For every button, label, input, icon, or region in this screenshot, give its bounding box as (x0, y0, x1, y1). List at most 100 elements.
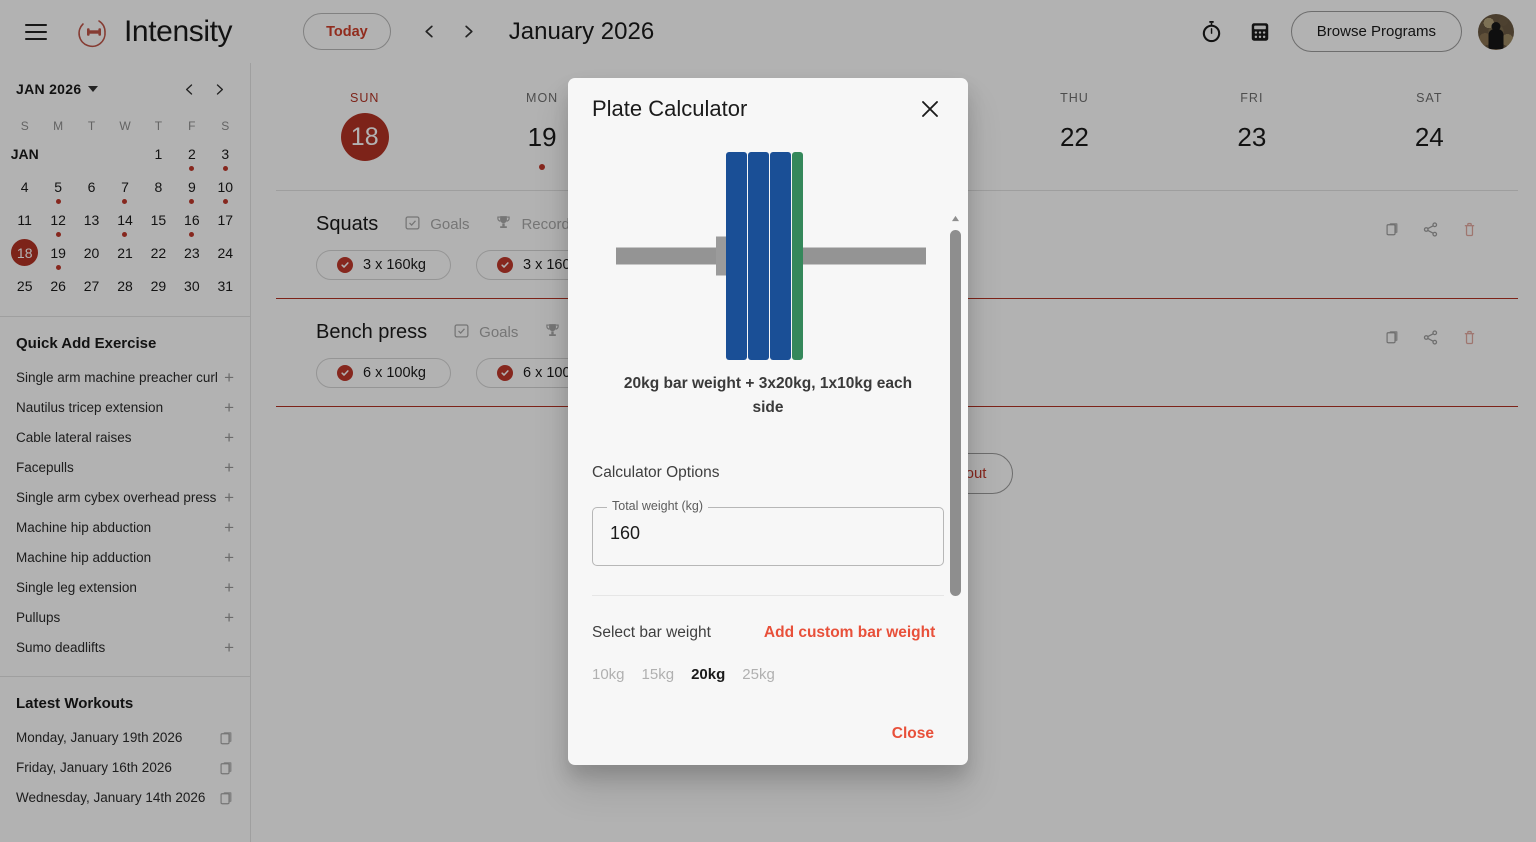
scrollbar-track[interactable] (949, 224, 962, 703)
plus-icon[interactable]: + (224, 487, 234, 507)
day-column[interactable]: THU 22 (986, 91, 1163, 170)
calendar-day[interactable]: 27 (83, 277, 100, 294)
calendar-day[interactable]: 21 (117, 244, 133, 261)
plus-icon[interactable]: + (224, 397, 234, 417)
set-pill[interactable]: 6 x 100kg (316, 358, 451, 388)
stopwatch-icon[interactable] (1195, 15, 1229, 49)
calendar-day[interactable]: 26 (50, 277, 66, 294)
trash-icon[interactable] (1461, 329, 1478, 346)
calendar-day[interactable]: 7 (108, 170, 141, 204)
calendar-day[interactable]: 30 (184, 277, 200, 294)
plate (747, 152, 769, 360)
share-icon[interactable] (1422, 329, 1439, 346)
quick-add-item[interactable]: Pullups + (0, 602, 250, 632)
copy-icon[interactable] (1385, 221, 1400, 238)
trash-icon[interactable] (1461, 221, 1478, 238)
chevron-right-icon[interactable] (452, 15, 486, 49)
chevron-down-icon (88, 86, 99, 92)
plus-icon[interactable]: + (224, 367, 234, 387)
calendar-day[interactable]: 24 (217, 244, 234, 261)
quick-add-item[interactable]: Machine hip adduction + (0, 542, 250, 572)
quick-add-item[interactable]: Machine hip abduction + (0, 512, 250, 542)
workout-dot (55, 199, 61, 204)
quick-add-item[interactable]: Cable lateral raises + (0, 422, 250, 452)
latest-workout-item[interactable]: Wednesday, January 14th 2026 (0, 782, 250, 812)
plus-icon[interactable]: + (224, 637, 234, 657)
total-weight-field[interactable]: Total weight (kg) 160 (592, 499, 944, 567)
plus-icon[interactable]: + (224, 577, 234, 597)
records-button[interactable]: Records (495, 214, 577, 235)
bar-weight-option[interactable]: 15kg (641, 666, 675, 684)
calendar-day[interactable]: 4 (20, 178, 29, 195)
calendar-day[interactable]: 20 (83, 244, 100, 261)
bar-weight-option[interactable]: 25kg (742, 666, 775, 684)
calendar-day[interactable]: 29 (150, 277, 167, 294)
calendar-day[interactable]: 18 (8, 236, 41, 269)
calendar-day[interactable]: 17 (217, 211, 234, 228)
calendar-day[interactable]: 14 (108, 203, 141, 237)
calendar-day[interactable]: 15 (150, 211, 167, 228)
share-icon[interactable] (1422, 221, 1439, 238)
calendar-day[interactable]: 13 (83, 211, 100, 228)
scrollbar-thumb[interactable] (950, 230, 961, 596)
quick-add-item[interactable]: Facepulls + (0, 452, 250, 482)
plus-icon[interactable]: + (224, 547, 234, 567)
quick-add-item[interactable]: Single leg extension + (0, 572, 250, 602)
add-custom-bar-weight-link[interactable]: Add custom bar weight (763, 624, 936, 642)
copy-icon[interactable] (219, 790, 234, 805)
calendar-day[interactable]: 2 (175, 137, 208, 171)
calendar-month-selector[interactable]: JAN 2026 (16, 81, 99, 97)
quick-add-item[interactable]: Nautilus tricep extension + (0, 392, 250, 422)
avatar[interactable] (1478, 13, 1514, 50)
browse-programs-button[interactable]: Browse Programs (1290, 11, 1462, 52)
calendar-day[interactable]: 23 (184, 244, 200, 261)
calendar-day[interactable]: 16 (175, 203, 208, 237)
calendar-day[interactable]: 25 (16, 277, 33, 294)
quick-add-item[interactable]: Sumo deadlifts + (0, 632, 250, 662)
calendar-day[interactable]: 11 (17, 211, 32, 228)
quick-add-item[interactable]: Single arm cybex overhead press + (0, 482, 250, 512)
calendar-day[interactable]: 22 (150, 244, 167, 261)
day-column[interactable]: MON 19 (453, 91, 630, 170)
calendar-day[interactable]: 12 (41, 203, 74, 237)
close-icon[interactable] (916, 95, 944, 123)
quick-add-item[interactable]: Single arm machine preacher curl + (0, 362, 250, 392)
copy-icon[interactable] (219, 760, 234, 775)
calendar-next-icon[interactable] (204, 74, 234, 104)
goals-button[interactable]: Goals (453, 322, 518, 343)
latest-workout-item[interactable]: Monday, January 19th 2026 (0, 722, 250, 752)
calendar-day[interactable]: 6 (87, 178, 96, 195)
goals-button[interactable]: Goals (404, 214, 469, 235)
calendar-day[interactable]: 19 (41, 236, 74, 270)
latest-workout-item[interactable]: Friday, January 16th 2026 (0, 752, 250, 782)
close-button[interactable]: Close (882, 717, 944, 751)
calendar-day[interactable]: 5 (41, 170, 74, 204)
bar-weight-option[interactable]: 20kg (691, 666, 726, 684)
dialog-scrollbar[interactable] (949, 213, 962, 703)
calendar-day[interactable]: 28 (117, 277, 133, 294)
calendar-day[interactable]: 9 (175, 170, 208, 204)
calendar-day[interactable]: 1 (154, 145, 163, 162)
plus-icon[interactable]: + (224, 457, 234, 477)
bar-weight-option[interactable]: 10kg (592, 666, 625, 684)
today-button[interactable]: Today (303, 13, 391, 50)
plus-icon[interactable]: + (224, 607, 234, 627)
plus-icon[interactable]: + (224, 517, 234, 537)
calendar-day[interactable]: 10 (209, 170, 242, 204)
day-column[interactable]: SUN 18 (276, 91, 453, 170)
day-column[interactable]: FRI 23 (1163, 91, 1340, 170)
scroll-up-arrow-icon[interactable] (949, 213, 962, 224)
calendar-day[interactable]: 3 (209, 137, 242, 171)
calendar-day[interactable]: 31 (217, 277, 234, 294)
calendar-prev-icon[interactable] (174, 74, 204, 104)
set-pill[interactable]: 3 x 160kg (316, 250, 451, 280)
plus-icon[interactable]: + (224, 427, 234, 447)
hamburger-menu-icon[interactable] (25, 23, 47, 40)
copy-icon[interactable] (1385, 329, 1400, 346)
calculator-icon[interactable] (1243, 15, 1277, 49)
total-weight-input[interactable]: 160 (610, 523, 641, 544)
chevron-left-icon[interactable] (413, 15, 447, 49)
copy-icon[interactable] (219, 730, 234, 745)
calendar-day[interactable]: 8 (154, 178, 163, 195)
day-column[interactable]: SAT 24 (1341, 91, 1518, 170)
